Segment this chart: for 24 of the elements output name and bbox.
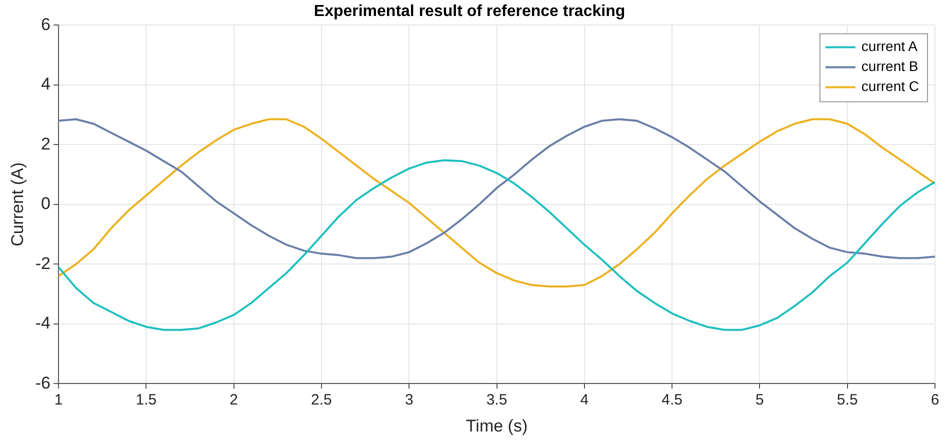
y-tick-label: 0 [41, 194, 51, 214]
y-tick-label: 4 [41, 74, 51, 94]
legend-label: current B [861, 58, 918, 74]
y-tick-label: -6 [35, 373, 51, 392]
x-tick-label: 2 [230, 392, 238, 409]
x-tick-label: 6 [930, 392, 940, 409]
y-tick-label: 2 [41, 134, 51, 154]
x-tick-label: 3.5 [486, 392, 508, 409]
y-tick-label: -2 [35, 254, 51, 273]
x-tick-label: 5.5 [836, 392, 858, 409]
x-tick-label: 1 [54, 392, 63, 409]
y-tick-label: -4 [35, 314, 51, 333]
legend-label: current A [861, 38, 918, 54]
x-tick-label: 4.5 [662, 392, 682, 409]
chart-title: Experimental result of reference tracking [314, 3, 626, 20]
x-tick-label: 1.5 [136, 392, 157, 409]
y-axis-title: Current (A) [8, 162, 27, 246]
x-tick-label: 2.5 [311, 392, 332, 409]
y-tick-label: 6 [41, 14, 51, 34]
x-tick-label: 5 [756, 392, 764, 409]
legend-label: current C [861, 78, 920, 94]
x-tick-label: 4 [580, 392, 589, 409]
x-tick-label: 3 [404, 392, 414, 409]
x-axis-title: Time (s) [466, 416, 528, 436]
